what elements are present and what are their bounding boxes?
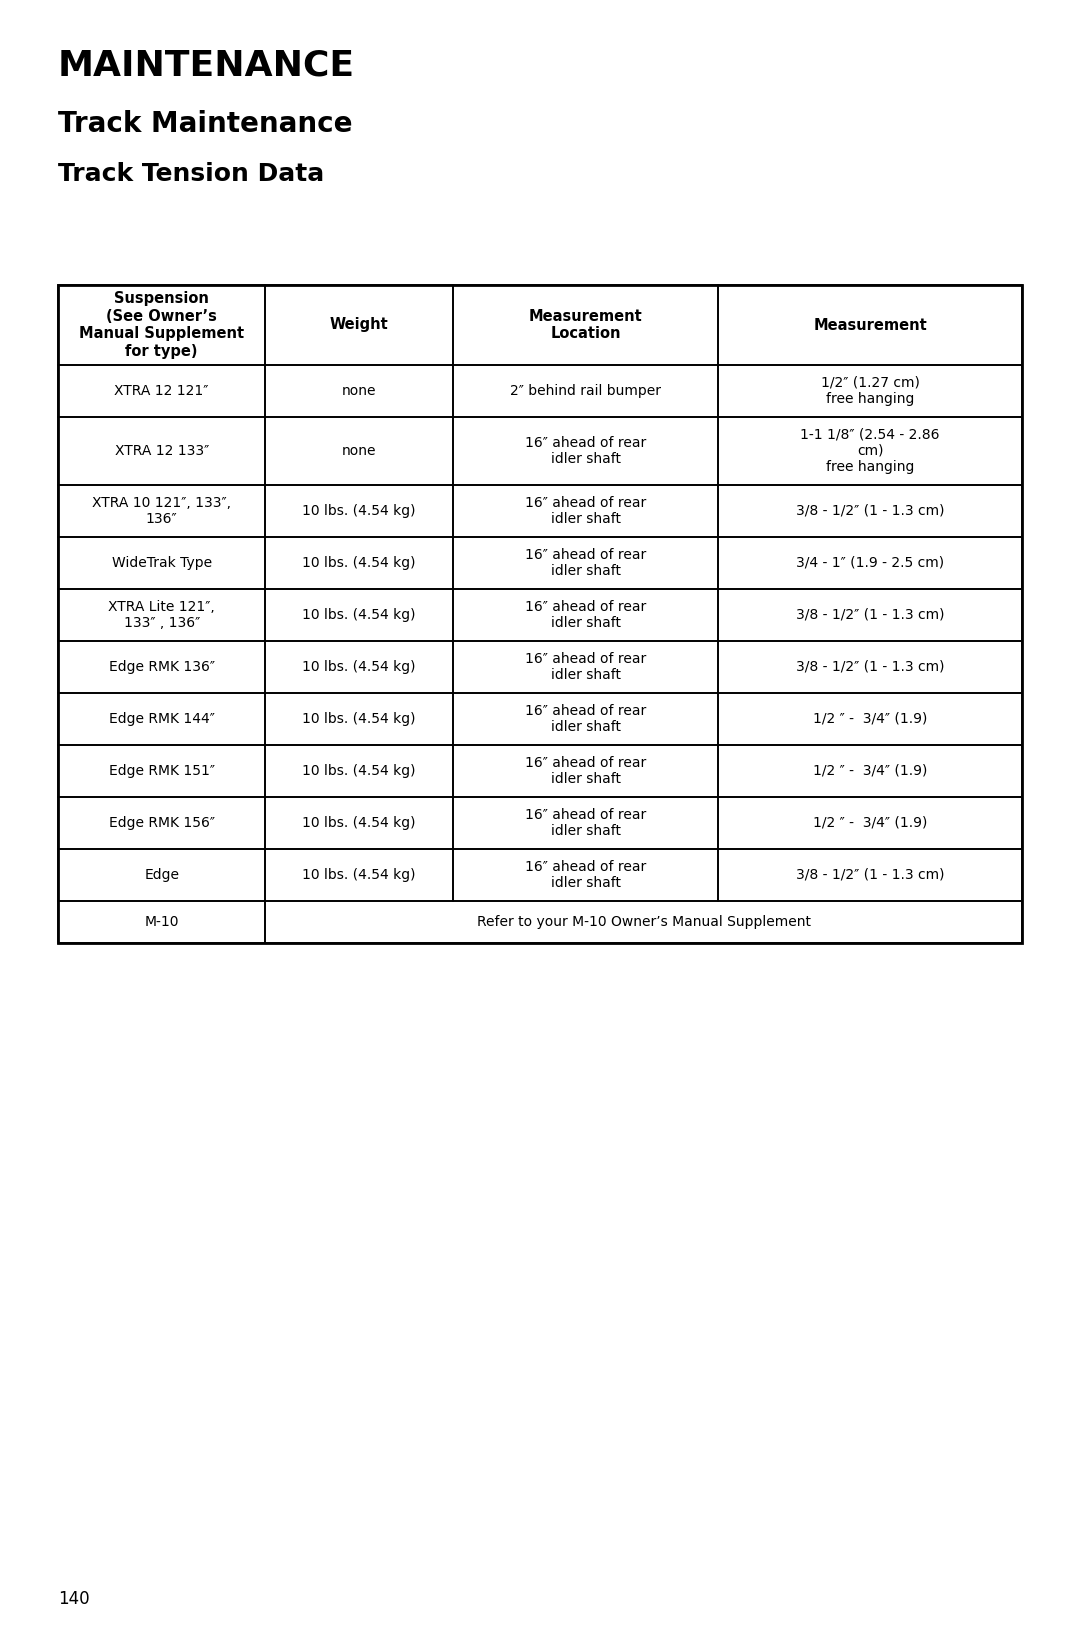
Text: 2″ behind rail bumper: 2″ behind rail bumper (510, 383, 661, 398)
Text: XTRA 12 133″: XTRA 12 133″ (114, 444, 208, 457)
Bar (454, 365, 718, 416)
Text: 16″ ahead of rear
idler shaft: 16″ ahead of rear idler shaft (525, 651, 647, 683)
Text: Measurement
Location: Measurement Location (529, 309, 643, 341)
Text: 10 lbs. (4.54 kg): 10 lbs. (4.54 kg) (302, 503, 416, 518)
Text: 16″ ahead of rear
idler shaft: 16″ ahead of rear idler shaft (525, 860, 647, 890)
Bar (718, 642, 1022, 693)
Text: Edge RMK 156″: Edge RMK 156″ (109, 816, 215, 831)
Text: 3/8 - 1/2″ (1 - 1.3 cm): 3/8 - 1/2″ (1 - 1.3 cm) (796, 609, 944, 622)
Bar (58, 416, 266, 485)
Bar (454, 849, 718, 901)
Bar (58, 589, 266, 642)
Bar (58, 901, 266, 943)
Bar (718, 536, 1022, 589)
Bar (266, 642, 454, 693)
Text: MAINTENANCE: MAINTENANCE (58, 48, 355, 82)
Bar (266, 416, 454, 485)
Bar (454, 416, 718, 485)
Text: 10 lbs. (4.54 kg): 10 lbs. (4.54 kg) (302, 816, 416, 831)
Bar (58, 485, 266, 536)
Bar (454, 485, 718, 536)
Text: Refer to your M-10 Owner’s Manual Supplement: Refer to your M-10 Owner’s Manual Supple… (476, 915, 811, 929)
Bar (718, 745, 1022, 796)
Bar (454, 642, 718, 693)
Bar (266, 745, 454, 796)
Bar (718, 796, 1022, 849)
Bar (58, 536, 266, 589)
Text: 16″ ahead of rear
idler shaft: 16″ ahead of rear idler shaft (525, 757, 647, 786)
Text: none: none (342, 444, 377, 457)
Bar (58, 285, 1022, 943)
Bar (718, 285, 1022, 365)
Text: Suspension
(See Owner’s
Manual Supplement
for type): Suspension (See Owner’s Manual Supplemen… (79, 291, 244, 359)
Text: 10 lbs. (4.54 kg): 10 lbs. (4.54 kg) (302, 660, 416, 674)
Bar (718, 693, 1022, 745)
Bar (266, 901, 1022, 943)
Bar (58, 365, 266, 416)
Bar (266, 693, 454, 745)
Text: 3/8 - 1/2″ (1 - 1.3 cm): 3/8 - 1/2″ (1 - 1.3 cm) (796, 503, 944, 518)
Bar (454, 745, 718, 796)
Text: Track Tension Data: Track Tension Data (58, 161, 324, 186)
Text: 140: 140 (58, 1591, 90, 1609)
Text: 10 lbs. (4.54 kg): 10 lbs. (4.54 kg) (302, 763, 416, 778)
Text: 16″ ahead of rear
idler shaft: 16″ ahead of rear idler shaft (525, 548, 647, 577)
Bar (454, 693, 718, 745)
Bar (266, 536, 454, 589)
Text: Measurement: Measurement (813, 317, 927, 332)
Text: 3/4 - 1″ (1.9 - 2.5 cm): 3/4 - 1″ (1.9 - 2.5 cm) (796, 556, 944, 571)
Text: 1/2 ″ -  3/4″ (1.9): 1/2 ″ - 3/4″ (1.9) (813, 816, 928, 831)
Bar (266, 796, 454, 849)
Bar (266, 849, 454, 901)
Bar (454, 796, 718, 849)
Text: XTRA 10 121″, 133″,
136″: XTRA 10 121″, 133″, 136″ (92, 495, 231, 526)
Text: XTRA 12 121″: XTRA 12 121″ (114, 383, 208, 398)
Text: 10 lbs. (4.54 kg): 10 lbs. (4.54 kg) (302, 712, 416, 725)
Text: WideTrak Type: WideTrak Type (111, 556, 212, 571)
Bar (58, 642, 266, 693)
Text: 16″ ahead of rear
idler shaft: 16″ ahead of rear idler shaft (525, 704, 647, 734)
Text: Edge RMK 136″: Edge RMK 136″ (109, 660, 215, 674)
Bar (454, 589, 718, 642)
Text: 16″ ahead of rear
idler shaft: 16″ ahead of rear idler shaft (525, 808, 647, 837)
Bar (58, 693, 266, 745)
Bar (718, 589, 1022, 642)
Bar (454, 285, 718, 365)
Bar (266, 589, 454, 642)
Bar (454, 536, 718, 589)
Bar (718, 416, 1022, 485)
Text: 10 lbs. (4.54 kg): 10 lbs. (4.54 kg) (302, 609, 416, 622)
Text: none: none (342, 383, 377, 398)
Text: 16″ ahead of rear
idler shaft: 16″ ahead of rear idler shaft (525, 436, 647, 466)
Bar (718, 485, 1022, 536)
Bar (58, 285, 266, 365)
Text: 16″ ahead of rear
idler shaft: 16″ ahead of rear idler shaft (525, 600, 647, 630)
Bar (266, 285, 454, 365)
Bar (58, 745, 266, 796)
Text: Edge RMK 151″: Edge RMK 151″ (109, 763, 215, 778)
Text: Edge: Edge (144, 869, 179, 882)
Bar (266, 485, 454, 536)
Bar (266, 365, 454, 416)
Text: XTRA Lite 121″,
133″ , 136″: XTRA Lite 121″, 133″ , 136″ (108, 600, 215, 630)
Bar (718, 849, 1022, 901)
Text: 16″ ahead of rear
idler shaft: 16″ ahead of rear idler shaft (525, 495, 647, 526)
Bar (718, 365, 1022, 416)
Text: 10 lbs. (4.54 kg): 10 lbs. (4.54 kg) (302, 556, 416, 571)
Text: 3/8 - 1/2″ (1 - 1.3 cm): 3/8 - 1/2″ (1 - 1.3 cm) (796, 869, 944, 882)
Text: 3/8 - 1/2″ (1 - 1.3 cm): 3/8 - 1/2″ (1 - 1.3 cm) (796, 660, 944, 674)
Text: 1-1 1/8″ (2.54 - 2.86
cm)
free hanging: 1-1 1/8″ (2.54 - 2.86 cm) free hanging (800, 428, 940, 474)
Text: 10 lbs. (4.54 kg): 10 lbs. (4.54 kg) (302, 869, 416, 882)
Text: Weight: Weight (329, 317, 389, 332)
Text: Track Maintenance: Track Maintenance (58, 110, 352, 138)
Bar (58, 796, 266, 849)
Text: 1/2 ″ -  3/4″ (1.9): 1/2 ″ - 3/4″ (1.9) (813, 712, 928, 725)
Text: Edge RMK 144″: Edge RMK 144″ (109, 712, 215, 725)
Text: 1/2 ″ -  3/4″ (1.9): 1/2 ″ - 3/4″ (1.9) (813, 763, 928, 778)
Bar (58, 849, 266, 901)
Text: 1/2″ (1.27 cm)
free hanging: 1/2″ (1.27 cm) free hanging (821, 377, 919, 406)
Text: M-10: M-10 (145, 915, 179, 929)
